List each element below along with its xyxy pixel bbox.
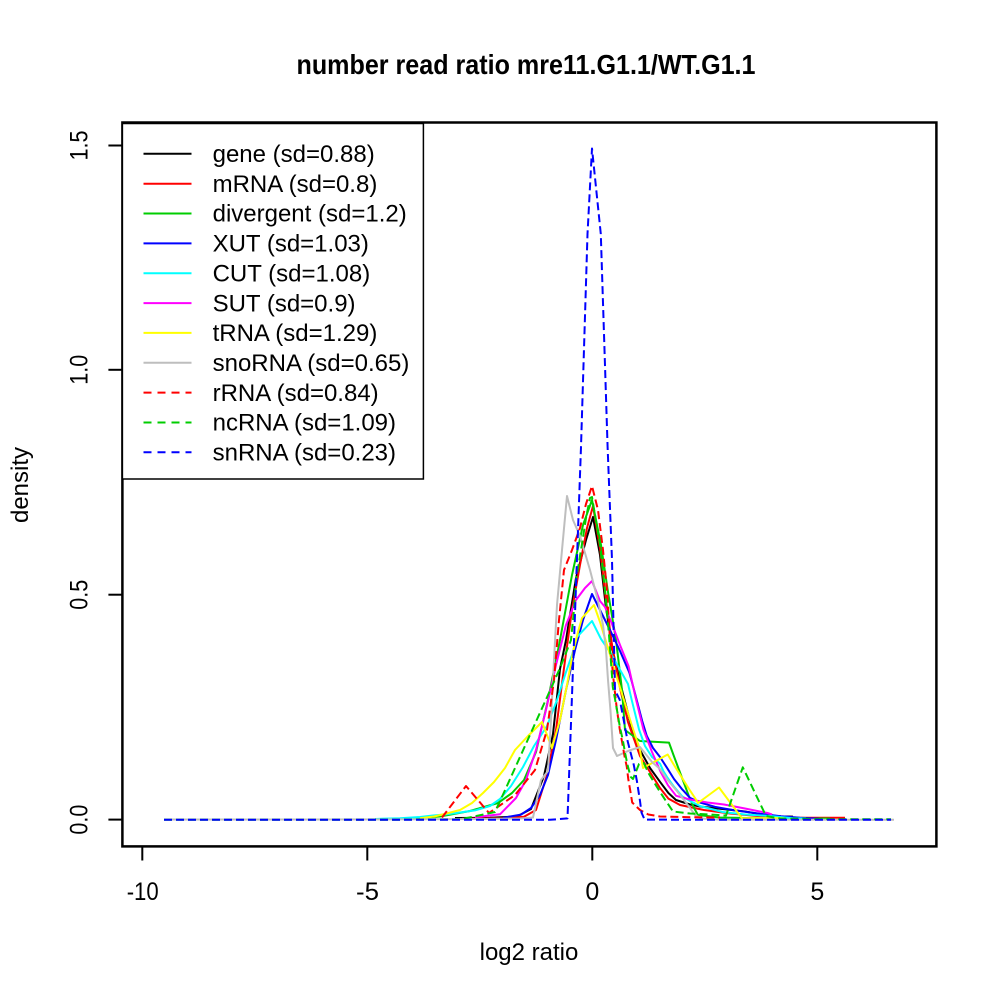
svg-text:-5: -5 <box>356 878 379 906</box>
svg-text:rRNA (sd=0.84): rRNA (sd=0.84) <box>213 380 379 407</box>
svg-text:SUT (sd=0.9): SUT (sd=0.9) <box>213 290 356 317</box>
svg-text:5: 5 <box>810 878 824 906</box>
svg-text:density: density <box>7 447 34 523</box>
svg-text:tRNA (sd=1.29): tRNA (sd=1.29) <box>213 320 378 347</box>
svg-text:0.5: 0.5 <box>66 580 94 610</box>
svg-text:snoRNA (sd=0.65): snoRNA (sd=0.65) <box>213 350 410 377</box>
svg-text:mRNA (sd=0.8): mRNA (sd=0.8) <box>213 171 378 198</box>
svg-text:-10: -10 <box>127 878 159 906</box>
svg-text:0: 0 <box>585 878 599 906</box>
svg-text:log2 ratio: log2 ratio <box>480 939 579 966</box>
svg-text:divergent (sd=1.2): divergent (sd=1.2) <box>213 201 407 228</box>
svg-text:0.0: 0.0 <box>66 805 94 835</box>
svg-text:CUT (sd=1.08): CUT (sd=1.08) <box>213 260 371 287</box>
svg-text:XUT (sd=1.03): XUT (sd=1.03) <box>213 231 369 258</box>
svg-text:ncRNA (sd=1.09): ncRNA (sd=1.09) <box>213 410 396 437</box>
svg-text:1.0: 1.0 <box>66 355 94 385</box>
svg-text:number read ratio mre11.G1.1/W: number read ratio mre11.G1.1/WT.G1.1 <box>297 49 756 80</box>
svg-text:1.5: 1.5 <box>66 131 94 161</box>
svg-text:gene (sd=0.88): gene (sd=0.88) <box>213 141 375 168</box>
svg-text:snRNA (sd=0.23): snRNA (sd=0.23) <box>213 440 396 467</box>
